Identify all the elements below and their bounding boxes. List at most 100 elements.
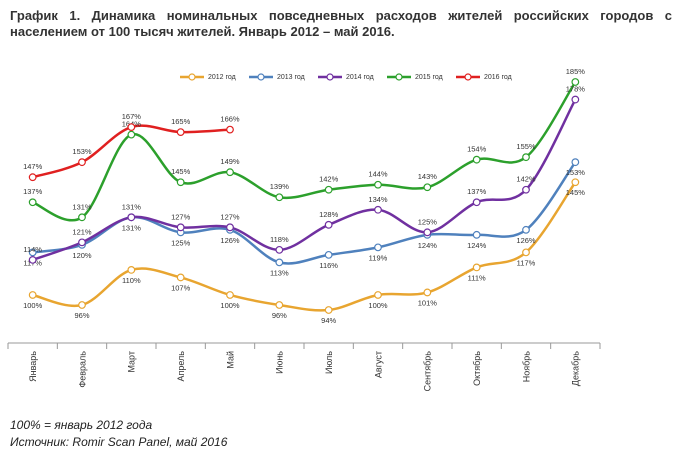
data-point — [324, 250, 333, 259]
legend-label: 2015 год — [415, 74, 443, 81]
x-tick-label: Июнь — [275, 351, 285, 374]
data-label: 142% — [319, 175, 339, 184]
data-label: 107% — [171, 283, 191, 292]
data-label: 100% — [220, 301, 240, 310]
x-tick-label: Сентябрь — [423, 351, 433, 392]
data-point — [571, 95, 580, 104]
data-label: 125% — [171, 238, 191, 247]
data-point — [571, 158, 580, 167]
data-label: 119% — [369, 253, 388, 262]
data-point — [374, 205, 382, 214]
data-point — [324, 185, 333, 194]
data-label: 128% — [319, 210, 339, 219]
legend-label: 2012 год — [208, 74, 236, 81]
x-tick-label: Апрель — [176, 351, 186, 382]
data-label: 110% — [122, 276, 141, 285]
data-point — [78, 238, 86, 247]
legend-label: 2016 год — [484, 74, 512, 81]
data-label: 101% — [418, 298, 438, 307]
x-tick-label: Октябрь — [472, 351, 482, 386]
data-label: 137% — [467, 187, 487, 196]
data-label: 114% — [23, 245, 42, 254]
data-point — [324, 220, 333, 229]
data-label: 166% — [220, 115, 240, 124]
data-point — [522, 153, 530, 162]
data-label: 94% — [321, 316, 336, 325]
data-label: 121% — [72, 227, 92, 236]
data-label: 124% — [467, 241, 487, 250]
data-label: 139% — [270, 182, 290, 191]
x-tick-label: Декабрь — [571, 351, 581, 386]
data-label: 153% — [566, 168, 586, 177]
legend-marker — [326, 73, 334, 81]
data-label: 143% — [418, 172, 438, 181]
legend-label: 2014 год — [346, 74, 374, 81]
data-label: 134% — [368, 195, 388, 204]
data-point — [28, 198, 37, 207]
x-tick-label: Ноябрь — [521, 351, 531, 383]
data-label: 125% — [418, 217, 438, 226]
data-point — [28, 255, 37, 264]
x-tick-label: Август — [373, 351, 383, 378]
x-tick-label: Май — [225, 351, 235, 369]
data-point — [423, 228, 432, 237]
x-tick-label: Июль — [324, 351, 334, 374]
legend-label: 2013 год — [277, 74, 305, 81]
x-tick-label: Февраль — [77, 351, 87, 388]
data-label: 100% — [368, 301, 388, 310]
data-point — [176, 128, 185, 137]
data-label: 111% — [468, 273, 486, 282]
data-point — [176, 178, 185, 187]
data-label: 118% — [270, 235, 289, 244]
data-point — [176, 273, 185, 282]
data-point — [28, 173, 37, 182]
note: 100% = январь 2012 года — [10, 418, 153, 432]
data-point — [522, 225, 530, 234]
data-point — [78, 213, 86, 222]
data-label: 149% — [220, 157, 240, 166]
legend-marker — [464, 73, 472, 81]
data-label: 96% — [272, 311, 287, 320]
data-point — [226, 168, 234, 177]
data-point — [127, 213, 136, 222]
data-point — [472, 230, 481, 239]
legend-marker — [395, 73, 403, 81]
data-label: 137% — [23, 187, 43, 196]
data-point — [127, 266, 136, 274]
data-label: 147% — [23, 162, 43, 171]
data-point — [571, 178, 580, 187]
data-label: 131% — [122, 202, 142, 211]
data-label: 144% — [368, 170, 388, 179]
data-point — [423, 288, 432, 297]
data-point — [78, 158, 86, 167]
data-label: 126% — [516, 236, 536, 245]
x-tick-label: Январь — [28, 351, 38, 382]
data-label: 120% — [72, 251, 92, 260]
data-point — [28, 248, 37, 257]
data-label: 117% — [517, 258, 536, 267]
data-label: 145% — [171, 167, 191, 176]
data-label: 96% — [74, 311, 89, 320]
series-line — [32, 161, 577, 265]
data-point — [374, 243, 382, 252]
data-label: 126% — [220, 236, 240, 245]
data-point — [472, 198, 481, 207]
data-label: 124% — [418, 241, 438, 250]
data-point — [226, 291, 234, 299]
data-point — [472, 263, 481, 272]
data-label: 131% — [72, 202, 92, 211]
data-point — [374, 291, 382, 299]
data-point — [374, 180, 382, 189]
data-point — [522, 185, 530, 194]
data-point — [127, 130, 136, 139]
chart-title: График 1. Динамика номинальных повседнев… — [10, 8, 672, 39]
data-label: 155% — [516, 142, 536, 151]
data-label: 100% — [23, 301, 43, 310]
data-point — [275, 193, 284, 202]
data-point — [78, 301, 86, 309]
data-label: 178% — [566, 85, 586, 94]
data-point — [28, 291, 37, 299]
data-point — [522, 248, 530, 257]
legend-marker — [188, 73, 196, 81]
